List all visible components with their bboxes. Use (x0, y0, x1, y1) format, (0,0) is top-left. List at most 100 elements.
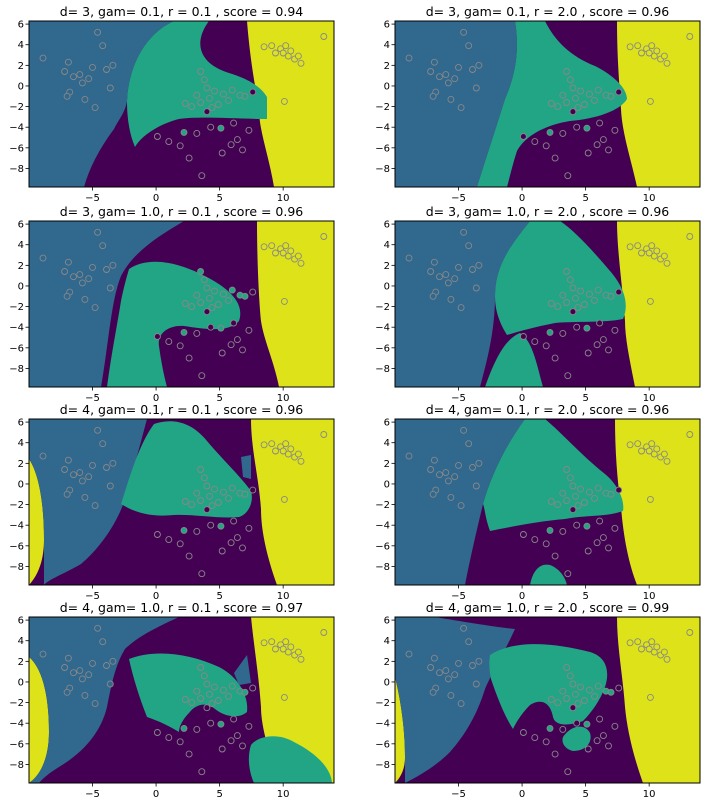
data-point-class-2 (555, 502, 561, 508)
x-tick-label: −5 (451, 193, 466, 204)
data-point-class-0 (194, 330, 200, 336)
data-point-class-2 (567, 673, 573, 679)
data-point-class-3 (664, 458, 670, 464)
data-point-class-0 (250, 685, 256, 691)
data-point-class-1 (406, 255, 412, 261)
data-point-class-2 (226, 693, 232, 699)
data-point-class-2 (198, 498, 204, 504)
data-point-class-1 (95, 427, 101, 433)
subplot-1: d= 3, gam= 0.1, r = 0.1 , score = 0.94−5… (9, 4, 334, 204)
data-point-class-2 (229, 485, 235, 491)
data-point-class-0 (600, 337, 606, 343)
data-point-class-0 (166, 537, 172, 543)
y-tick-label: −8 (375, 164, 390, 175)
data-point-class-0 (560, 726, 566, 732)
data-point-class-1 (428, 69, 434, 75)
data-point-class-1 (461, 427, 467, 433)
data-point-class-2 (570, 285, 576, 291)
data-point-class-0 (552, 155, 558, 161)
data-point-class-2 (194, 688, 200, 694)
data-point-class-1 (64, 491, 70, 497)
y-tick-label: −4 (9, 123, 24, 134)
y-tick-label: 6 (384, 20, 390, 31)
data-point-class-3 (649, 43, 655, 49)
data-point-class-3 (288, 48, 294, 54)
data-point-class-1 (79, 478, 85, 484)
y-tick-label: 0 (384, 479, 390, 490)
data-point-class-0 (186, 751, 192, 757)
data-point-class-1 (86, 276, 92, 282)
data-point-class-3 (280, 250, 286, 256)
data-point-class-0 (234, 337, 240, 343)
data-point-class-2 (575, 305, 581, 311)
x-tick-label: 10 (643, 193, 656, 204)
y-tick-label: 4 (18, 636, 24, 647)
data-point-class-2 (560, 92, 566, 98)
data-point-class-3 (295, 253, 301, 259)
subplot-3: d= 3, gam= 1.0, r = 0.1 , score = 0.96 −5… (9, 204, 334, 404)
data-point-class-3 (298, 60, 304, 66)
data-point-class-0 (597, 518, 603, 524)
data-point-class-1 (40, 453, 46, 459)
data-point-class-2 (608, 689, 614, 695)
data-point-class-3 (298, 260, 304, 266)
subplot-title: d= 4, gam= 1.0, r = 0.1 , score = 0.97 (60, 600, 304, 615)
data-point-class-2 (182, 697, 188, 703)
data-point-class-3 (661, 53, 667, 59)
data-point-class-0 (240, 743, 246, 749)
data-point-class-0 (204, 309, 210, 315)
data-point-class-0 (219, 350, 225, 356)
y-tick-label: 0 (18, 281, 24, 292)
data-point-class-2 (586, 291, 592, 297)
x-tick-label: 0 (153, 789, 159, 800)
data-point-class-3 (288, 248, 294, 254)
data-point-class-2 (218, 523, 224, 529)
data-point-class-0 (560, 330, 566, 336)
data-point-class-2 (215, 102, 221, 108)
data-point-class-1 (476, 262, 482, 268)
data-point-class-0 (234, 535, 240, 541)
y-tick-label: 4 (18, 40, 24, 51)
data-point-class-0 (560, 528, 566, 534)
data-point-class-2 (586, 687, 592, 693)
x-tick-label: 5 (216, 193, 222, 204)
data-point-class-2 (229, 287, 235, 293)
data-point-class-1 (437, 472, 443, 478)
data-point-class-1 (40, 651, 46, 657)
data-point-class-2 (242, 491, 248, 497)
data-point-class-0 (199, 373, 205, 379)
data-point-class-1 (77, 72, 83, 78)
data-point-class-3 (269, 243, 275, 249)
data-point-class-3 (654, 644, 660, 650)
y-tick-label: 2 (18, 61, 24, 72)
data-point-class-3 (283, 243, 289, 249)
data-point-class-2 (198, 69, 204, 75)
x-tick-label: 5 (582, 789, 588, 800)
data-point-class-0 (574, 124, 580, 130)
y-tick-label: 6 (18, 220, 24, 231)
data-point-class-1 (406, 453, 412, 459)
data-point-class-2 (189, 700, 195, 706)
data-point-class-1 (458, 305, 464, 311)
data-point-class-0 (199, 571, 205, 577)
data-point-class-0 (570, 109, 576, 115)
data-point-class-0 (543, 541, 549, 547)
data-point-class-2 (548, 499, 554, 505)
data-point-class-0 (612, 723, 618, 729)
data-point-class-1 (456, 660, 462, 666)
y-tick-label: −2 (375, 302, 390, 313)
data-point-class-2 (564, 696, 570, 702)
y-tick-label: −4 (375, 123, 390, 134)
data-point-class-0 (240, 347, 246, 353)
data-point-class-1 (110, 460, 116, 466)
data-point-class-1 (86, 76, 92, 82)
data-point-class-0 (194, 528, 200, 534)
y-tick-label: 4 (18, 240, 24, 251)
data-point-class-2 (204, 85, 210, 91)
data-point-class-0 (585, 350, 591, 356)
y-tick-label: −8 (9, 562, 24, 573)
data-point-class-1 (90, 64, 96, 70)
data-point-class-1 (473, 483, 479, 489)
data-point-class-3 (687, 234, 693, 240)
data-point-class-2 (229, 87, 235, 93)
